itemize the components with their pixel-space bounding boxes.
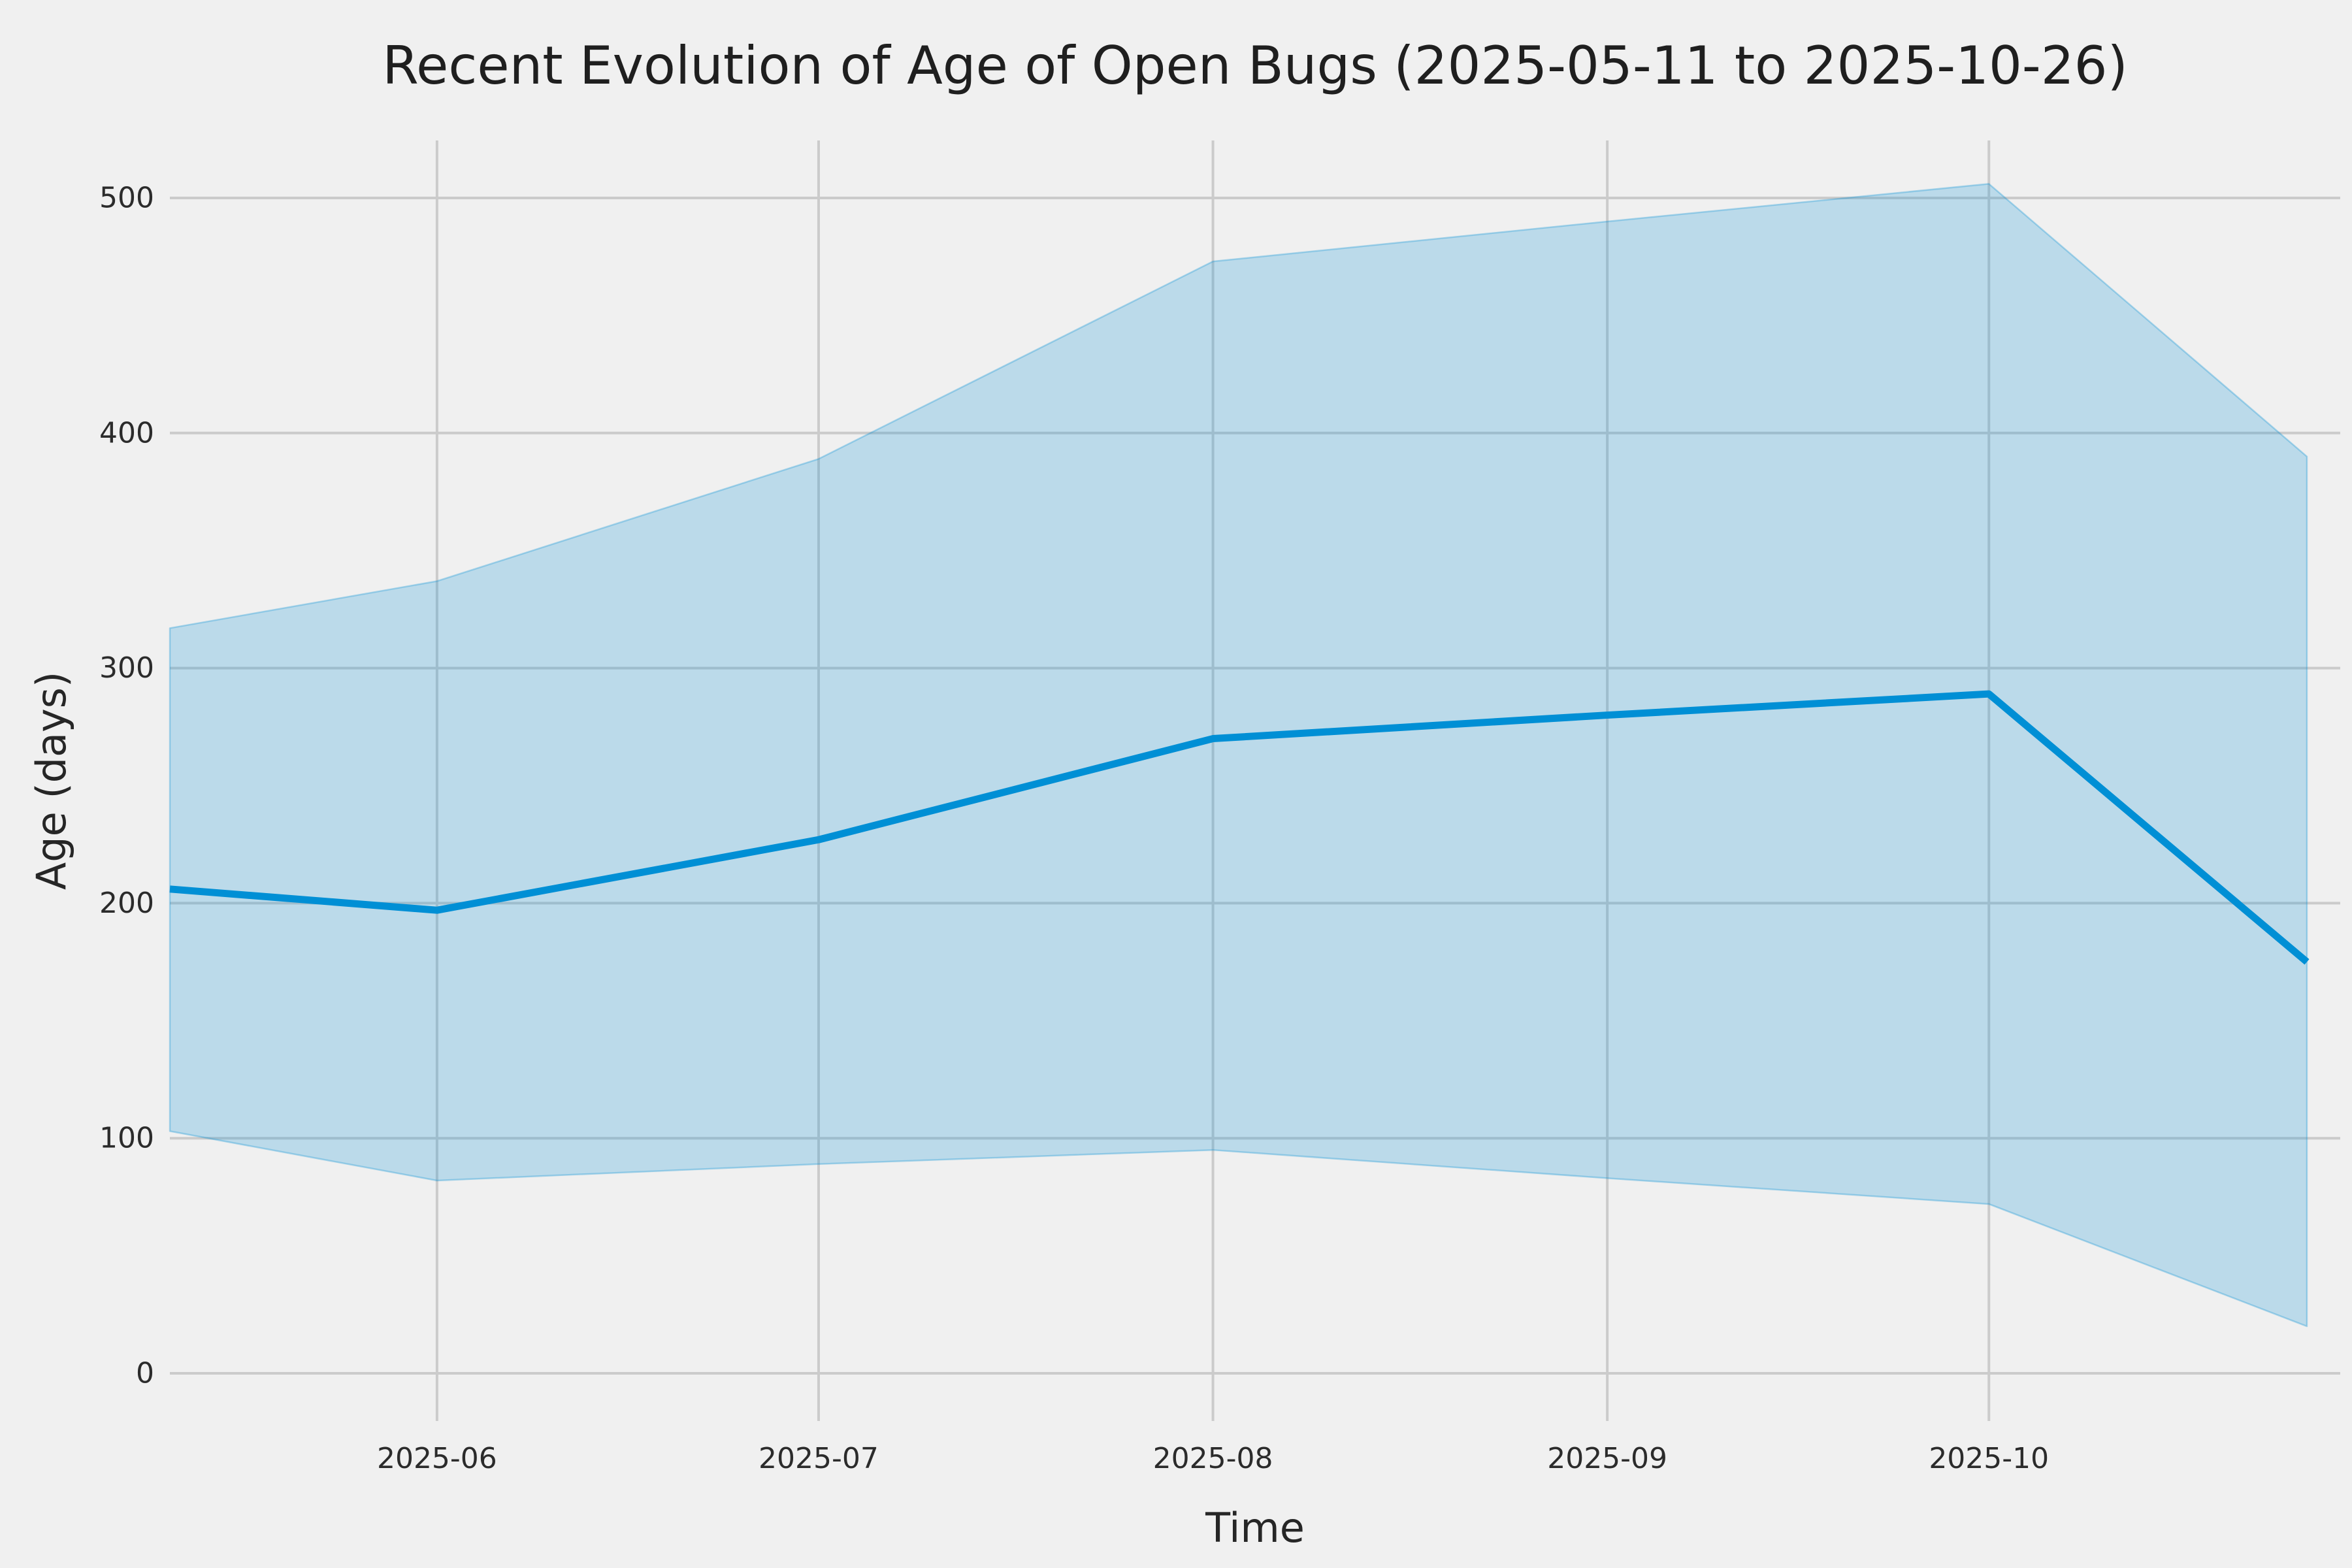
- y-tick-label-300: 300: [99, 651, 154, 685]
- age-trend-line: [169, 690, 2310, 965]
- y-tick-label-0: 0: [136, 1357, 154, 1390]
- ticks-layer: 0 100 200 300 400 500 2025-06 2025-07 2025-08 202…: [99, 182, 2049, 1475]
- y-tick-label-200: 200: [99, 887, 154, 920]
- confidence-band: [169, 183, 2308, 1328]
- y-tick-label-100: 100: [99, 1122, 154, 1155]
- chart-title: Recent Evolution of Age of Open Bugs (20…: [382, 35, 2128, 96]
- x-tick-label-2025-06: 2025-06: [377, 1442, 497, 1475]
- x-tick-label-2025-10: 2025-10: [1929, 1442, 2049, 1475]
- x-axis-label: Time: [1205, 1504, 1305, 1552]
- y-tick-label-500: 500: [99, 182, 154, 215]
- y-tick-label-400: 400: [99, 416, 154, 449]
- plot-area: [169, 140, 2340, 1421]
- y-axis-label: Age (days): [27, 672, 75, 890]
- x-tick-label-2025-09: 2025-09: [1547, 1442, 1667, 1475]
- x-tick-label-2025-07: 2025-07: [759, 1442, 879, 1475]
- x-tick-label-2025-08: 2025-08: [1153, 1442, 1273, 1475]
